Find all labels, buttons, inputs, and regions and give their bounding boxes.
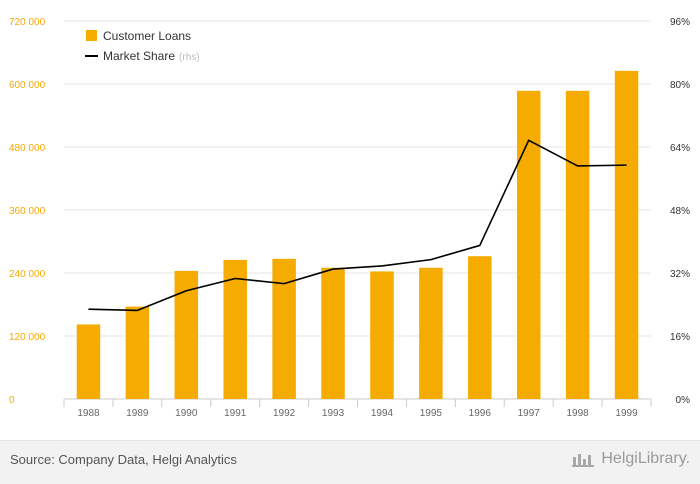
bar-customer-loans (77, 324, 100, 399)
left-tick-label: 360 000 (9, 206, 46, 217)
helgilibrary-logo-icon (572, 451, 596, 467)
left-tick-label: 240 000 (9, 269, 46, 280)
left-tick-label: 0 (9, 395, 15, 406)
left-tick-label: 720 000 (9, 17, 46, 28)
x-tick-label: 1988 (77, 408, 100, 419)
x-tick-label: 1994 (371, 408, 394, 419)
x-tick-label: 1996 (469, 408, 492, 419)
bar-customer-loans (566, 91, 589, 399)
x-tick-label: 1997 (518, 408, 541, 419)
right-tick-label: 48% (670, 206, 690, 217)
footer: Source: Company Data, Helgi Analytics He… (0, 440, 700, 484)
bar-customer-loans (321, 268, 344, 399)
legend-swatch-customer-loans (86, 30, 97, 41)
legend-label-market-share: Market Share (103, 49, 175, 63)
right-tick-label: 0% (676, 395, 691, 406)
right-tick-label: 80% (670, 80, 690, 91)
right-tick-label: 32% (670, 269, 690, 280)
right-tick-label: 96% (670, 17, 690, 28)
helgilibrary-logo[interactable]: HelgiLibrary. (572, 450, 690, 468)
x-tick-label: 1992 (273, 408, 296, 419)
chart: 0 120 000 240 000 360 000 480 000 600 000 720 … (0, 0, 700, 440)
right-tick-label: 16% (670, 332, 690, 343)
x-tick-label: 1989 (126, 408, 149, 419)
line-market-share (88, 140, 626, 310)
source-text: Source: Company Data, Helgi Analytics (10, 452, 237, 467)
right-tick-label: 64% (670, 143, 690, 154)
x-tick-label: 1993 (322, 408, 345, 419)
bar-customer-loans (419, 268, 442, 399)
logo-text: HelgiLibrary. (601, 450, 690, 468)
left-tick-label: 120 000 (9, 332, 46, 343)
legend-label-customer-loans: Customer Loans (103, 29, 191, 43)
x-tick-label: 1990 (175, 408, 198, 419)
bar-customer-loans (468, 256, 491, 399)
x-tick-label: 1999 (615, 408, 638, 419)
bar-customer-loans (615, 71, 638, 399)
bar-customer-loans (272, 259, 295, 399)
chart-svg: 0 120 000 240 000 360 000 480 000 600 000 720 … (0, 0, 700, 440)
bar-customer-loans (517, 91, 540, 399)
legend-suffix-rhs: (rhs) (179, 52, 200, 63)
bar-customer-loans (126, 307, 149, 399)
x-tick-label: 1998 (567, 408, 590, 419)
x-tick-label: 1991 (224, 408, 247, 419)
left-tick-label: 480 000 (9, 143, 46, 154)
left-tick-label: 600 000 (9, 80, 46, 91)
bar-customer-loans (370, 271, 393, 399)
x-tick-label: 1995 (420, 408, 443, 419)
